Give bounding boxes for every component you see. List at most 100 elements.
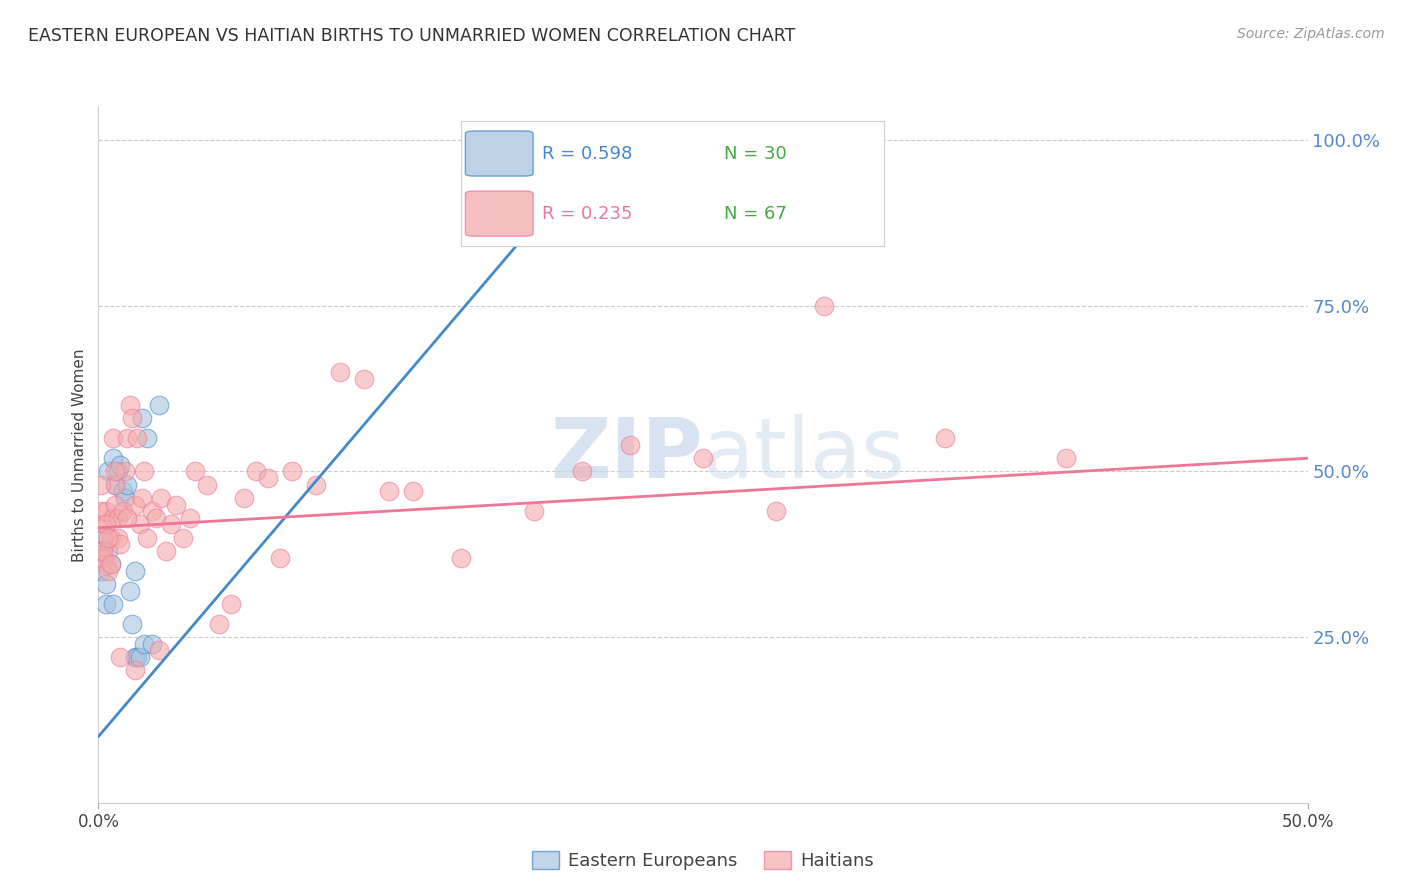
Point	[104, 477, 127, 491]
Text: atlas: atlas	[703, 415, 904, 495]
Point	[121, 411, 143, 425]
Point	[107, 531, 129, 545]
Point	[101, 431, 124, 445]
Point	[813, 299, 835, 313]
Point	[134, 465, 156, 479]
Point	[100, 558, 122, 572]
Point	[111, 484, 134, 499]
Point	[91, 531, 114, 545]
Point	[150, 491, 173, 505]
Point	[619, 438, 641, 452]
Point	[94, 558, 117, 572]
Point	[94, 517, 117, 532]
Point	[104, 498, 127, 512]
Point	[114, 491, 136, 505]
Point	[148, 398, 170, 412]
Point	[141, 637, 163, 651]
Point	[692, 451, 714, 466]
Point	[131, 411, 153, 425]
Point	[128, 650, 150, 665]
Point	[221, 597, 243, 611]
Point	[141, 504, 163, 518]
Point	[135, 531, 157, 545]
Point	[329, 365, 352, 379]
Point	[765, 504, 787, 518]
Point	[118, 583, 141, 598]
Point	[305, 477, 328, 491]
Point	[571, 465, 593, 479]
Point	[94, 577, 117, 591]
Point	[97, 465, 120, 479]
Point	[108, 537, 131, 551]
Point	[534, 133, 557, 147]
Point	[118, 398, 141, 412]
Point	[402, 484, 425, 499]
Point	[124, 650, 146, 665]
Point	[97, 531, 120, 545]
Point	[90, 544, 112, 558]
Point	[184, 465, 207, 479]
Legend: Eastern Europeans, Haitians: Eastern Europeans, Haitians	[524, 844, 882, 877]
Point	[353, 372, 375, 386]
Point	[245, 465, 267, 479]
Y-axis label: Births to Unmarried Women: Births to Unmarried Women	[72, 348, 87, 562]
Point	[124, 663, 146, 677]
Point	[208, 616, 231, 631]
Point	[124, 564, 146, 578]
Point	[117, 511, 139, 525]
Point	[97, 544, 120, 558]
Point	[134, 637, 156, 651]
Text: Source: ZipAtlas.com: Source: ZipAtlas.com	[1237, 27, 1385, 41]
Point	[145, 511, 167, 525]
Point	[107, 511, 129, 525]
Point	[131, 491, 153, 505]
Point	[97, 564, 120, 578]
Point	[94, 504, 117, 518]
Point	[114, 465, 136, 479]
Point	[104, 465, 127, 479]
Point	[104, 477, 127, 491]
Point	[100, 558, 122, 572]
Point	[934, 431, 956, 445]
Point	[91, 550, 114, 565]
Point	[94, 597, 117, 611]
Point	[179, 511, 201, 525]
Text: EASTERN EUROPEAN VS HAITIAN BIRTHS TO UNMARRIED WOMEN CORRELATION CHART: EASTERN EUROPEAN VS HAITIAN BIRTHS TO UN…	[28, 27, 796, 45]
Point	[91, 544, 114, 558]
Point	[523, 504, 546, 518]
Point	[155, 544, 177, 558]
Point	[124, 498, 146, 512]
Point	[128, 517, 150, 532]
Point	[160, 517, 183, 532]
Point	[148, 643, 170, 657]
Point	[450, 550, 472, 565]
Point	[256, 471, 278, 485]
Point	[377, 484, 399, 499]
Point	[135, 431, 157, 445]
Point	[127, 650, 149, 665]
Point	[121, 616, 143, 631]
Point	[101, 511, 124, 525]
Point	[232, 491, 254, 505]
Point	[90, 544, 112, 558]
Point	[281, 465, 304, 479]
Point	[107, 465, 129, 479]
Point	[108, 458, 131, 472]
Point	[108, 650, 131, 665]
Point	[117, 477, 139, 491]
Point	[90, 504, 112, 518]
Point	[90, 564, 112, 578]
Point	[269, 550, 291, 565]
Point	[101, 597, 124, 611]
Point	[195, 477, 218, 491]
Point	[91, 517, 114, 532]
Text: ZIP: ZIP	[551, 415, 703, 495]
Point	[91, 550, 114, 565]
Point	[172, 531, 194, 545]
Point	[1054, 451, 1077, 466]
Point	[90, 477, 112, 491]
Point	[111, 504, 134, 518]
Point	[583, 133, 606, 147]
Point	[117, 431, 139, 445]
Point	[101, 451, 124, 466]
